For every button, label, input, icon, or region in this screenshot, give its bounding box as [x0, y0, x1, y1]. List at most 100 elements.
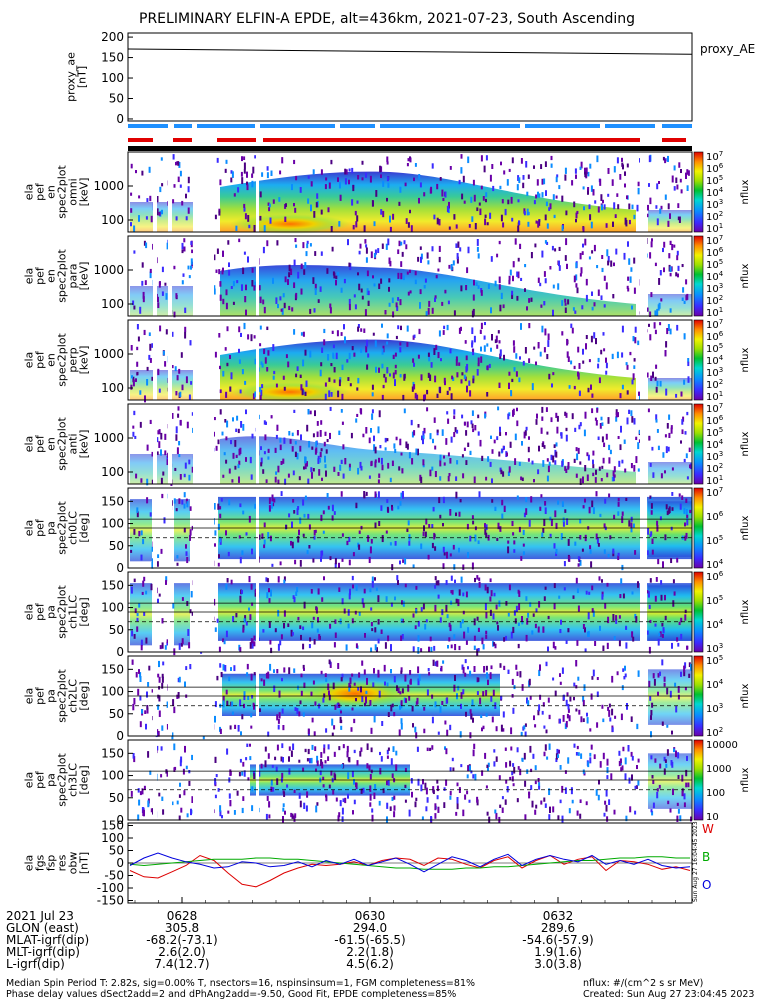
spectrogram-pixel: [332, 344, 335, 349]
data-gap: [640, 404, 647, 484]
spectrogram-pixel: [414, 270, 417, 276]
spectrogram-pixel: [370, 539, 373, 544]
ylabel-line: pef: [34, 266, 47, 285]
spectrogram-pixel: [231, 171, 234, 178]
spectrogram-pixel: [374, 459, 377, 463]
spectrogram-pixel: [688, 662, 691, 668]
spectrogram-pixel: [277, 718, 280, 724]
spectrogram-pixel: [219, 506, 222, 510]
spectrogram-pixel: [283, 610, 286, 617]
spectrogram-pixel: [279, 640, 282, 646]
spectrogram-pixel: [680, 169, 682, 174]
spectrogram-pixel: [377, 491, 380, 499]
spectrogram-pixel: [231, 479, 234, 483]
spectrogram-pixel: [238, 535, 241, 539]
spectrogram-pixel: [543, 445, 546, 449]
spectrogram-pixel: [368, 437, 371, 444]
spectrogram-pixel: [328, 694, 331, 701]
spectrogram-pixel: [431, 542, 434, 549]
spectrogram-pixel: [512, 261, 515, 268]
spectrogram-pixel: [462, 809, 465, 817]
spectrogram-pixel: [217, 503, 220, 510]
spectrogram-pixel: [593, 332, 596, 339]
spectrogram-pixel: [223, 452, 226, 456]
spectrogram-pixel: [370, 428, 372, 433]
spectrogram-pixel: [577, 563, 580, 567]
spectrogram-pixel: [494, 339, 497, 344]
spectrogram-pixel: [549, 533, 552, 537]
spectrogram-pixel: [423, 285, 426, 289]
spectrogram-pixel: [306, 243, 309, 249]
spectrogram-pixel: [348, 536, 351, 542]
spectrogram-pixel: [571, 799, 574, 804]
spectrogram-pixel: [490, 347, 492, 352]
spectrogram-pixel: [394, 364, 397, 369]
flux-region: [220, 264, 636, 316]
spectrogram-pixel: [537, 277, 540, 283]
spectrogram-pixel: [596, 537, 599, 544]
spectrogram-pixel: [415, 585, 418, 590]
spectrogram-pixel: [531, 800, 534, 808]
spectrogram-pixel: [316, 760, 319, 767]
spectrogram-pixel: [633, 287, 636, 294]
spectrogram-pixel: [353, 682, 356, 686]
spectrogram-pixel: [359, 243, 362, 249]
spectrogram-pixel: [406, 163, 409, 167]
spectrogram-pixel: [340, 459, 343, 464]
spectrogram-pixel: [418, 197, 420, 204]
spectrogram-pixel: [567, 462, 570, 469]
spectrogram-pixel: [552, 309, 554, 317]
spectrogram-pixel: [573, 385, 576, 390]
spectrogram-pixel: [323, 747, 326, 754]
spectrogram-pixel: [423, 394, 425, 402]
spectrogram-pixel: [147, 751, 150, 758]
spectrogram-pixel: [555, 552, 558, 557]
spectrogram-pixel: [496, 621, 499, 625]
status-bar-blue: [662, 124, 692, 128]
ylabel-line: ela: [23, 772, 36, 789]
spectrogram-pixel: [549, 516, 552, 521]
spectrogram-pixel: [235, 454, 238, 459]
spectrogram-pixel: [424, 531, 427, 538]
spectrogram-pixel: [429, 747, 432, 752]
spectrogram-pixel: [271, 494, 274, 502]
spectrogram-pixel: [295, 244, 298, 248]
spectrogram-pixel: [282, 293, 285, 298]
spectrogram-pixel: [462, 175, 465, 183]
spectrogram-pixel: [370, 460, 373, 466]
spectrogram-pixel: [427, 372, 430, 378]
spectrogram-pixel: [388, 302, 391, 307]
ytick-label: 0: [116, 813, 124, 827]
spectrogram-pixel: [580, 753, 583, 759]
spectrogram-pixel: [403, 240, 406, 245]
spectrogram-pixel: [359, 461, 362, 469]
spectrogram-pixel: [637, 758, 640, 763]
spectrogram-pixel: [613, 514, 616, 520]
spectrogram-pixel: [533, 715, 535, 721]
spectrogram-pixel: [677, 203, 680, 209]
spectrogram-pixel: [385, 530, 388, 534]
spectrogram-pixel: [328, 182, 331, 189]
spectrogram-pixel: [511, 294, 514, 299]
spectrogram-pixel: [473, 476, 476, 484]
spectrogram-pixel: [269, 640, 272, 645]
spectrogram-pixel: [130, 791, 133, 797]
spectrogram-pixel: [309, 637, 312, 642]
spectrogram-pixel: [631, 305, 633, 310]
spectrogram-pixel: [441, 429, 444, 436]
spectrogram-pixel: [649, 462, 652, 467]
spectrogram-pixel: [458, 547, 460, 553]
spectrogram-pixel: [149, 419, 152, 425]
spectrogram-pixel: [217, 439, 220, 445]
spectrogram-pixel: [391, 506, 394, 511]
spectrogram-pixel: [436, 429, 439, 433]
spectrogram-pixel: [420, 543, 423, 550]
spectrogram-pixel: [427, 352, 430, 357]
spectrogram-pixel: [564, 298, 567, 303]
spectrogram-pixel: [666, 724, 669, 728]
spectrogram-pixel: [137, 814, 140, 821]
spectrogram-pixel: [401, 634, 404, 640]
spectrogram-pixel: [636, 765, 638, 770]
spectrogram-pixel: [220, 672, 223, 678]
spectrogram-pixel: [516, 184, 519, 191]
